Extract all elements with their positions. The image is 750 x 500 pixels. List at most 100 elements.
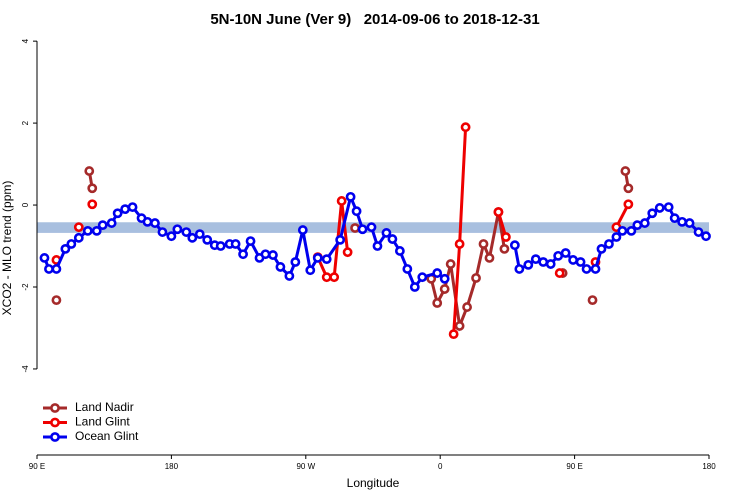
- data-point: [290, 257, 301, 267]
- x-axis-label: Longitude: [347, 476, 400, 490]
- data-point: [194, 229, 205, 240]
- data-point: [620, 166, 631, 176]
- data-point: [596, 243, 607, 254]
- data-point: [215, 241, 226, 251]
- x-tick-label: 180: [702, 462, 716, 471]
- data-point: [172, 224, 183, 235]
- data-point: [87, 183, 98, 194]
- data-point: [639, 218, 650, 228]
- data-point: [545, 259, 556, 269]
- data-point: [478, 239, 489, 249]
- data-point: [439, 273, 450, 284]
- data-point: [617, 225, 628, 236]
- data-point: [260, 249, 271, 260]
- data-point: [387, 234, 398, 244]
- data-point: [514, 264, 525, 274]
- data-point: [677, 216, 688, 227]
- data-point: [284, 271, 295, 281]
- data-point: [150, 218, 160, 228]
- data-point: [402, 264, 413, 274]
- data-point: [454, 321, 465, 331]
- data-point: [350, 223, 360, 233]
- data-point: [454, 239, 465, 249]
- data-point: [112, 208, 123, 219]
- data-point: [181, 227, 192, 237]
- data-point: [623, 199, 634, 210]
- data-point: [568, 255, 579, 265]
- data-point: [66, 239, 77, 249]
- y-axis-label: XCO2 - MLO trend (ppm): [0, 181, 14, 316]
- data-point: [329, 272, 340, 283]
- y-tick-label: -2: [21, 283, 30, 291]
- data-point: [701, 231, 711, 242]
- data-point: [587, 295, 598, 306]
- data-point: [381, 228, 392, 238]
- data-point: [460, 122, 471, 133]
- data-point: [484, 253, 495, 263]
- data-point: [409, 282, 420, 292]
- legend-label: Land Nadir: [75, 400, 134, 414]
- data-point: [471, 273, 481, 283]
- data-point: [351, 206, 362, 217]
- data-point: [73, 222, 84, 233]
- y-tick-label: 0: [21, 202, 30, 207]
- legend-marker: [50, 403, 60, 413]
- data-point: [499, 243, 510, 254]
- data-point: [342, 247, 353, 258]
- data-point: [345, 191, 356, 202]
- data-point: [575, 257, 586, 267]
- data-point: [538, 257, 549, 267]
- y-tick-label: 2: [21, 120, 30, 125]
- data-point: [445, 259, 456, 269]
- data-point: [321, 254, 332, 265]
- data-point: [87, 199, 98, 210]
- data-point: [590, 264, 601, 274]
- data-point: [297, 225, 308, 235]
- data-point: [439, 284, 450, 294]
- y-tick-label: -4: [21, 365, 30, 373]
- x-tick-label: 90 W: [296, 462, 315, 471]
- series-line: [43, 192, 446, 290]
- data-point: [669, 213, 680, 224]
- data-point: [623, 183, 634, 194]
- data-point: [73, 232, 84, 243]
- data-point: [432, 298, 443, 308]
- data-point: [647, 208, 658, 219]
- data-point: [187, 232, 198, 243]
- data-point: [84, 166, 95, 176]
- chart-title: 5N-10N June (Ver 9) 2014-09-06 to 2018-1…: [210, 11, 539, 28]
- data-point: [238, 249, 248, 260]
- data-point: [142, 216, 153, 227]
- data-point: [654, 203, 665, 213]
- legend-label: Ocean Glint: [75, 429, 139, 443]
- x-tick-label: 0: [438, 462, 443, 471]
- data-point: [321, 272, 332, 283]
- legend-label: Land Glint: [75, 415, 130, 429]
- legend-marker: [50, 432, 60, 442]
- data-point: [560, 248, 571, 258]
- data-point: [663, 202, 674, 212]
- x-tick-label: 90 E: [566, 462, 582, 471]
- data-point: [553, 250, 564, 261]
- data-point: [230, 239, 241, 249]
- data-point: [106, 218, 117, 228]
- data-point: [245, 236, 256, 247]
- data-point: [554, 268, 565, 278]
- data-point: [509, 240, 520, 251]
- data-point: [312, 253, 323, 263]
- data-point: [530, 254, 541, 265]
- data-point: [60, 243, 71, 254]
- data-point: [462, 302, 472, 312]
- x-tick-label: 90 E: [29, 462, 45, 471]
- data-point: [357, 224, 368, 235]
- data-point: [684, 218, 695, 228]
- data-point: [166, 231, 177, 242]
- data-point: [604, 239, 614, 249]
- data-point: [626, 225, 637, 236]
- data-point: [493, 207, 504, 217]
- data-point: [693, 227, 704, 237]
- data-point: [448, 329, 459, 340]
- data-point: [366, 222, 377, 233]
- x-tick-label: 180: [165, 462, 179, 471]
